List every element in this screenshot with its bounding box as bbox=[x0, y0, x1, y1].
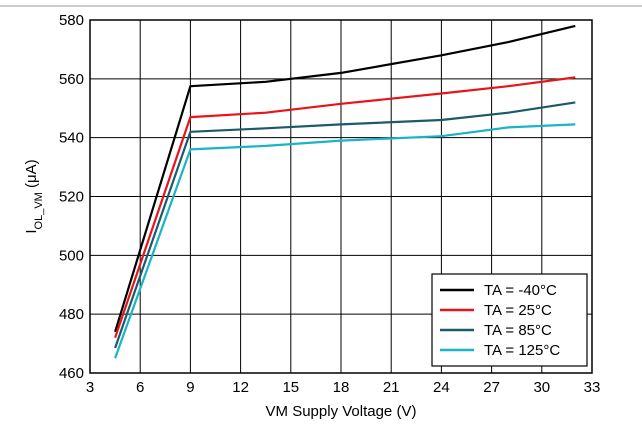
y-tick-label: 460 bbox=[59, 365, 84, 382]
y-tick-label: 540 bbox=[59, 130, 84, 147]
y-tick-label: 500 bbox=[59, 247, 84, 264]
y-axis-label-unit: (μA) bbox=[23, 159, 40, 192]
legend: TA = -40°C TA = 25°C TA = 85°C TA = 125°C bbox=[431, 273, 588, 367]
x-tick-label: 6 bbox=[136, 379, 144, 396]
y-tick-label: 580 bbox=[59, 12, 84, 29]
y-axis-label-main: I bbox=[23, 229, 40, 233]
x-tick-label: 9 bbox=[186, 379, 194, 396]
x-tick-label: 21 bbox=[383, 379, 400, 396]
x-tick-label: 27 bbox=[483, 379, 500, 396]
x-tick-label: 33 bbox=[584, 379, 601, 396]
x-tick-label: 24 bbox=[433, 379, 450, 396]
y-tick-label: 560 bbox=[59, 71, 84, 88]
y-axis-label-sub: OL_VM bbox=[33, 192, 45, 229]
x-tick-label: 3 bbox=[86, 379, 94, 396]
legend-label: TA = 125°C bbox=[484, 342, 560, 359]
series-line bbox=[114, 123, 576, 359]
y-axis-label: IOL_VM (μA) bbox=[23, 159, 45, 233]
legend-label: TA = -40°C bbox=[484, 282, 557, 299]
legend-label: TA = 85°C bbox=[484, 322, 552, 339]
x-tick-labels: 3 6 9 12 15 18 21 24 27 30 33 bbox=[86, 379, 601, 396]
legend-label: TA = 25°C bbox=[484, 302, 552, 319]
x-tick-label: 12 bbox=[232, 379, 249, 396]
series-lines bbox=[114, 24, 576, 359]
plot-frame bbox=[89, 19, 593, 374]
x-tick-label: 18 bbox=[333, 379, 350, 396]
y-tick-label: 520 bbox=[59, 189, 84, 206]
series-line bbox=[114, 24, 576, 333]
y-tick-label: 480 bbox=[59, 306, 84, 323]
series-line bbox=[114, 76, 576, 339]
x-tick-label: 15 bbox=[282, 379, 299, 396]
x-tick-label: 30 bbox=[533, 379, 550, 396]
y-tick-labels: 460 480 500 520 540 560 580 bbox=[59, 12, 84, 382]
x-axis-label: VM Supply Voltage (V) bbox=[266, 403, 417, 420]
series-line bbox=[114, 101, 576, 349]
